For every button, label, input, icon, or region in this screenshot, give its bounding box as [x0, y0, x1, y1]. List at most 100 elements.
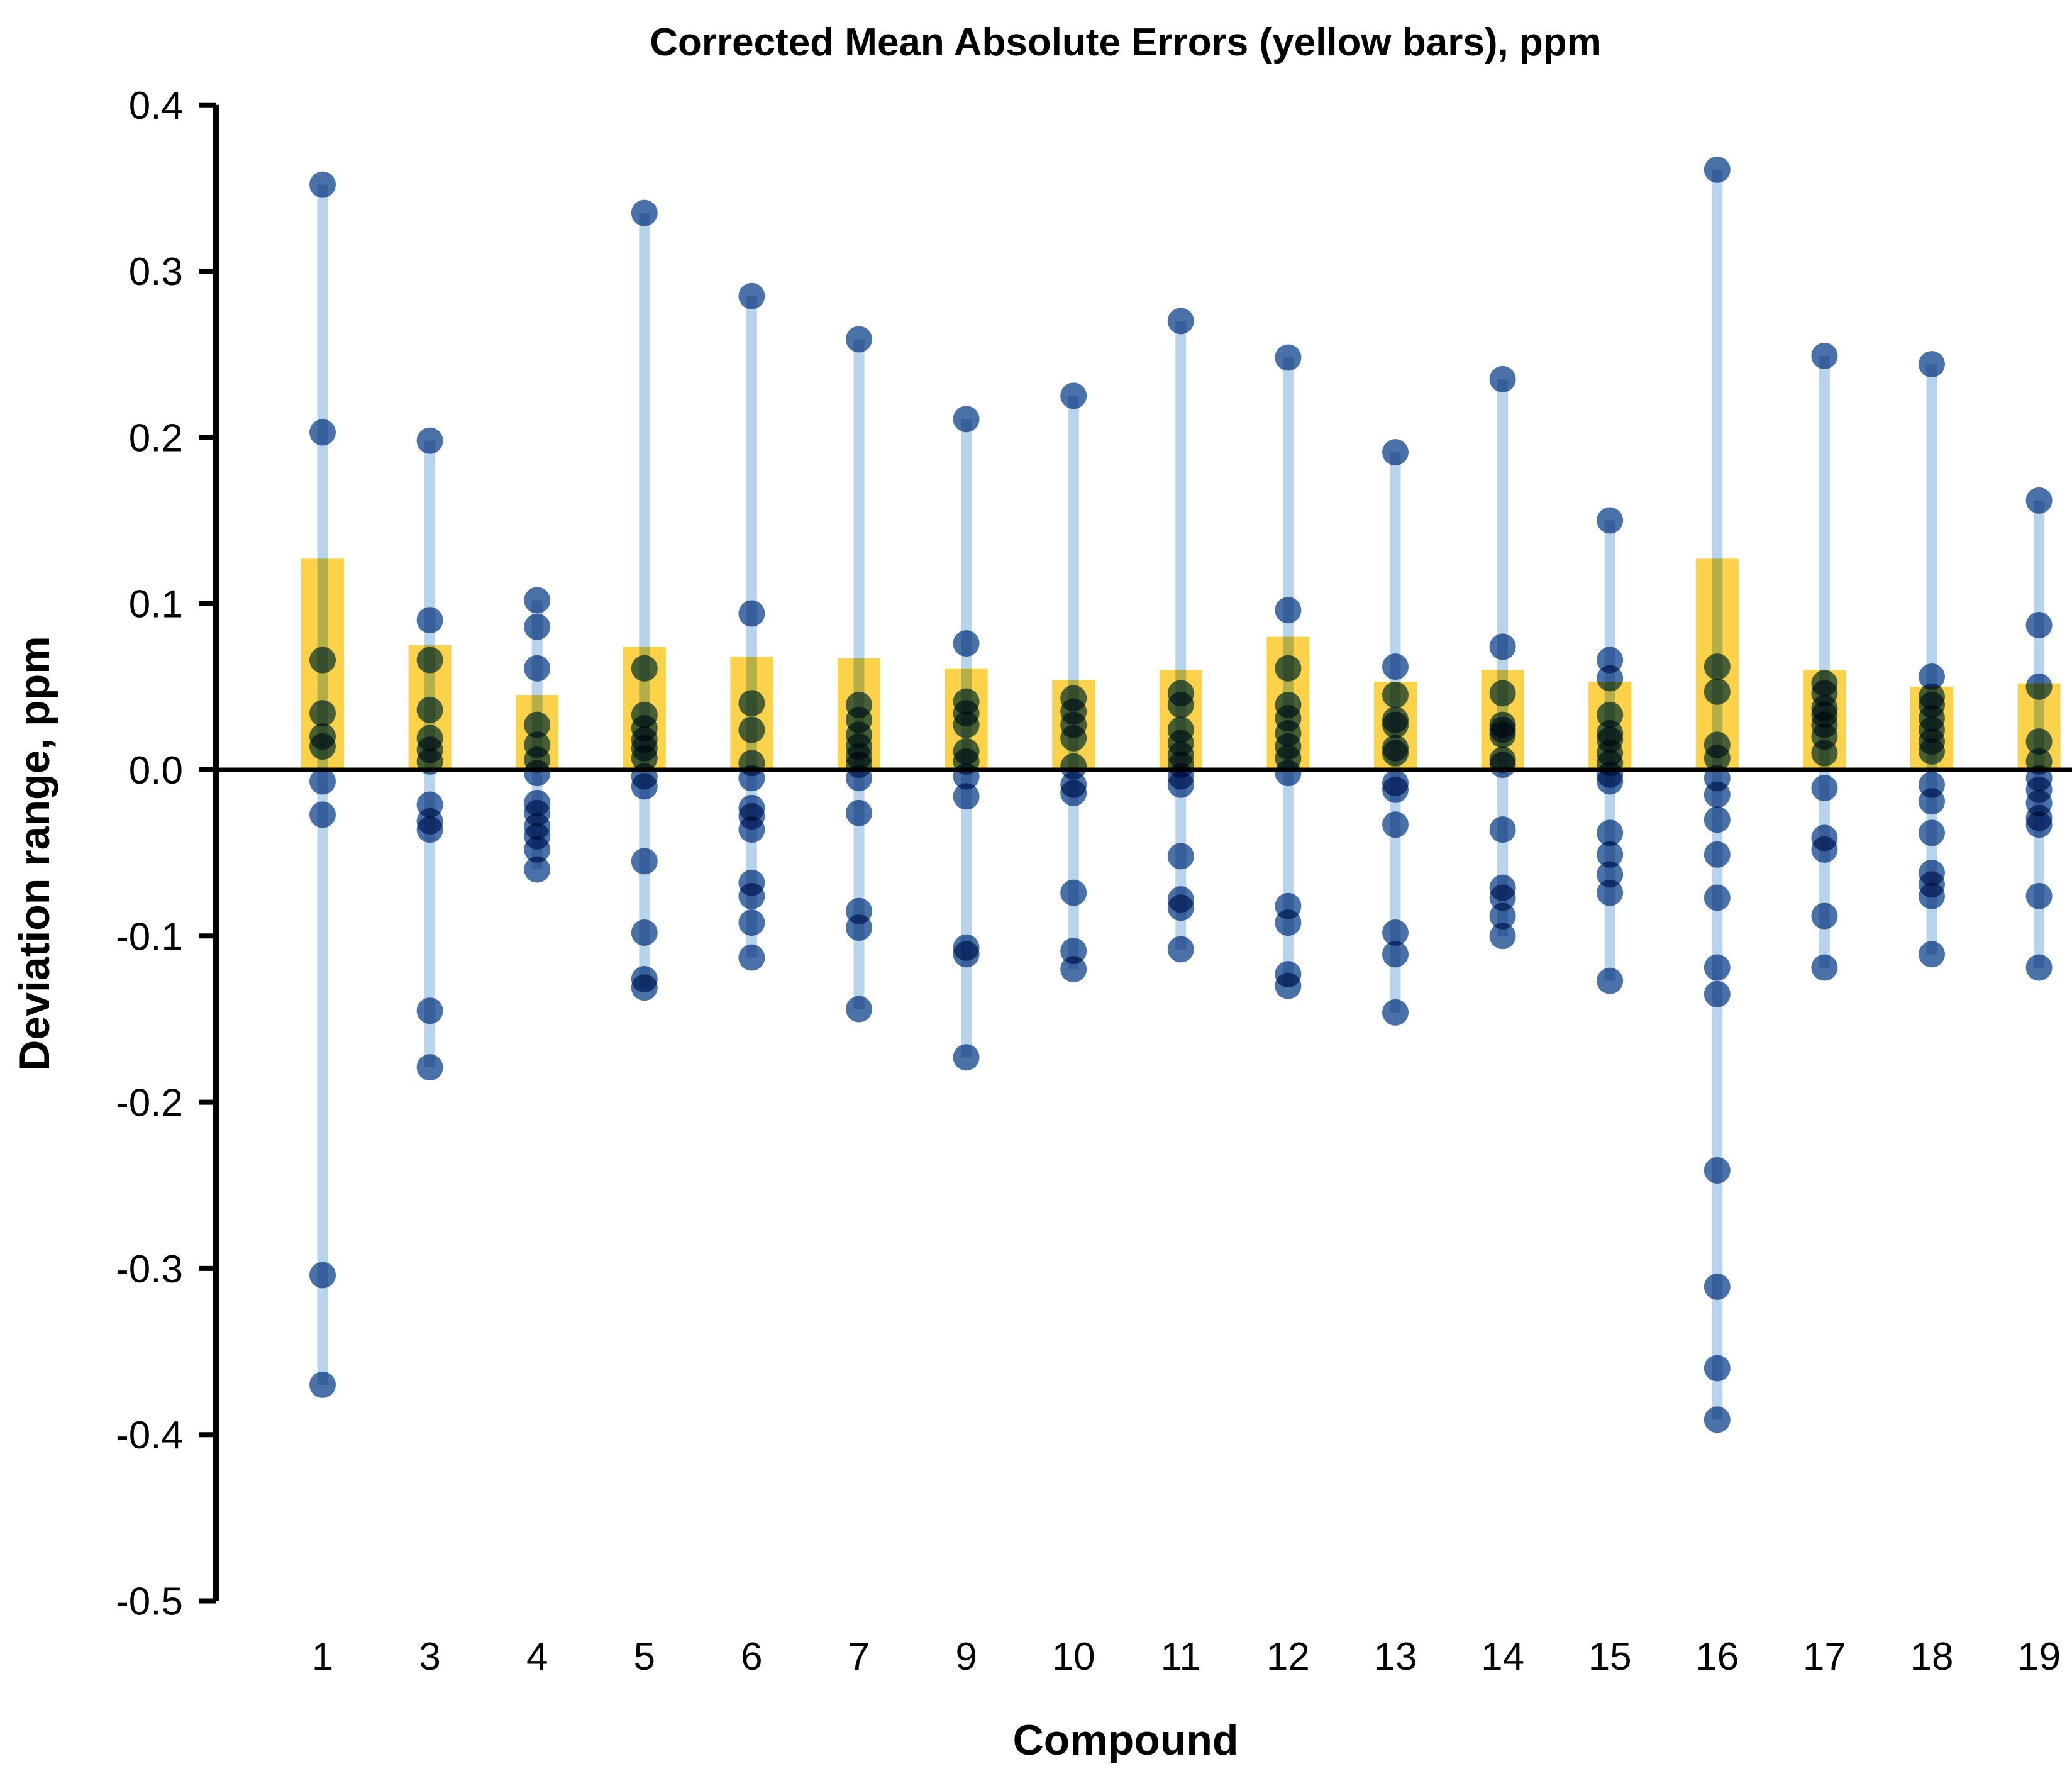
deviation-dot: [1597, 861, 1624, 888]
x-tick-label: 6: [741, 1635, 762, 1679]
deviation-dot: [1597, 647, 1624, 674]
deviation-dot: [953, 630, 980, 657]
deviation-dot: [309, 1371, 336, 1398]
deviation-dot: [846, 996, 872, 1023]
deviation-dot: [1597, 701, 1624, 728]
deviation-dot: [1275, 760, 1302, 787]
y-tick-label: 0.1: [129, 583, 183, 626]
deviation-dot: [309, 419, 336, 446]
deviation-dot: [2025, 954, 2053, 981]
deviation-dot: [1597, 507, 1624, 534]
deviation-dot: [1704, 954, 1731, 981]
deviation-dot: [1060, 780, 1087, 807]
deviation-dot: [1919, 663, 1945, 690]
deviation-dot: [1060, 382, 1087, 409]
deviation-dot: [738, 816, 765, 843]
x-tick-label: 16: [1695, 1635, 1739, 1679]
deviation-dot: [524, 587, 551, 614]
deviation-dot: [1597, 665, 1624, 692]
deviation-dot: [1382, 653, 1409, 680]
deviation-dot: [1919, 351, 1945, 378]
deviation-dot: [1382, 941, 1409, 968]
deviation-dot: [631, 919, 658, 946]
deviation-dot: [1811, 902, 1838, 930]
x-tick-label: 11: [1161, 1635, 1201, 1679]
deviation-dot: [309, 1262, 336, 1289]
y-tick-label: -0.2: [116, 1082, 183, 1125]
deviation-dot: [1919, 941, 1945, 968]
deviation-dot: [1382, 919, 1409, 946]
deviation-dot: [1382, 439, 1409, 466]
deviation-dot: [416, 748, 443, 775]
y-tick-label: -0.4: [116, 1414, 183, 1457]
deviation-dot: [1704, 841, 1731, 868]
deviation-dot: [416, 427, 443, 454]
deviation-dot: [524, 613, 551, 640]
deviation-dot: [1811, 740, 1838, 767]
deviation-dot: [1167, 936, 1194, 963]
deviation-dot: [1060, 938, 1087, 965]
deviation-dot: [2025, 728, 2053, 755]
deviation-dot: [1489, 752, 1516, 779]
x-tick-label: 15: [1588, 1635, 1632, 1679]
deviation-dot: [1275, 597, 1302, 624]
deviation-dot: [1060, 753, 1087, 780]
y-tick-label: -0.5: [116, 1580, 183, 1624]
deviation-dot: [1704, 980, 1731, 1007]
deviation-dot: [1919, 738, 1945, 765]
x-tick-label: 10: [1052, 1635, 1095, 1679]
deviation-dot: [953, 1044, 980, 1071]
deviation-dot: [416, 816, 443, 843]
deviation-dot: [1060, 724, 1087, 752]
deviation-dot: [631, 199, 658, 226]
deviation-dot: [1704, 1355, 1731, 1382]
deviation-dot: [1382, 999, 1409, 1026]
y-tick-label: 0.4: [129, 84, 183, 128]
deviation-dot: [1489, 902, 1516, 930]
deviation-dot: [1382, 811, 1409, 838]
deviation-dot: [1489, 680, 1516, 707]
deviation-dot: [1060, 879, 1087, 906]
deviation-dot: [1811, 775, 1838, 802]
deviation-dot: [738, 690, 765, 717]
plot-area: 0.40.30.20.10.0-0.1-0.2-0.3-0.4-0.51 3 4 5 6…: [116, 84, 2072, 1679]
deviation-dot: [738, 716, 765, 743]
x-tick-label: 3: [419, 1635, 440, 1679]
deviation-dot: [1275, 655, 1302, 682]
deviation-dot: [2025, 487, 2053, 514]
deviation-dot: [1919, 788, 1945, 815]
deviation-dot: [1704, 1157, 1731, 1184]
deviation-dot: [1382, 740, 1409, 767]
deviation-dot: [1919, 819, 1945, 846]
deviation-dot: [1704, 745, 1731, 772]
deviation-dot: [1704, 884, 1731, 911]
deviation-dot: [1167, 308, 1194, 335]
deviation-dot: [1704, 678, 1731, 705]
x-tick-label: 1: [312, 1635, 333, 1679]
deviation-dot: [738, 765, 765, 792]
deviation-dot: [738, 282, 765, 309]
deviation-dot: [2025, 882, 2053, 909]
deviation-dot: [631, 974, 658, 1001]
deviation-dot: [738, 600, 765, 627]
deviation-dot: [1167, 691, 1194, 718]
deviation-dot: [631, 848, 658, 875]
y-tick-label: -0.3: [116, 1248, 183, 1291]
deviation-dot: [846, 914, 872, 941]
x-tick-label: 9: [955, 1635, 977, 1679]
x-tick-label: 19: [2017, 1635, 2061, 1679]
deviation-dot: [1597, 819, 1624, 846]
deviation-dot: [309, 171, 336, 198]
deviation-dot: [953, 406, 980, 433]
deviation-dot: [1597, 768, 1624, 795]
deviation-dot: [1811, 954, 1838, 981]
deviation-dot: [416, 647, 443, 674]
y-tick-label: 0.3: [129, 250, 183, 294]
deviation-dot: [1489, 633, 1516, 660]
deviation-dot: [416, 997, 443, 1024]
deviation-dot: [631, 745, 658, 772]
y-axis-title: Deviation range, ppm: [11, 636, 58, 1070]
deviation-dot: [1597, 841, 1624, 868]
deviation-dot: [1489, 816, 1516, 843]
deviation-dot: [1275, 972, 1302, 999]
